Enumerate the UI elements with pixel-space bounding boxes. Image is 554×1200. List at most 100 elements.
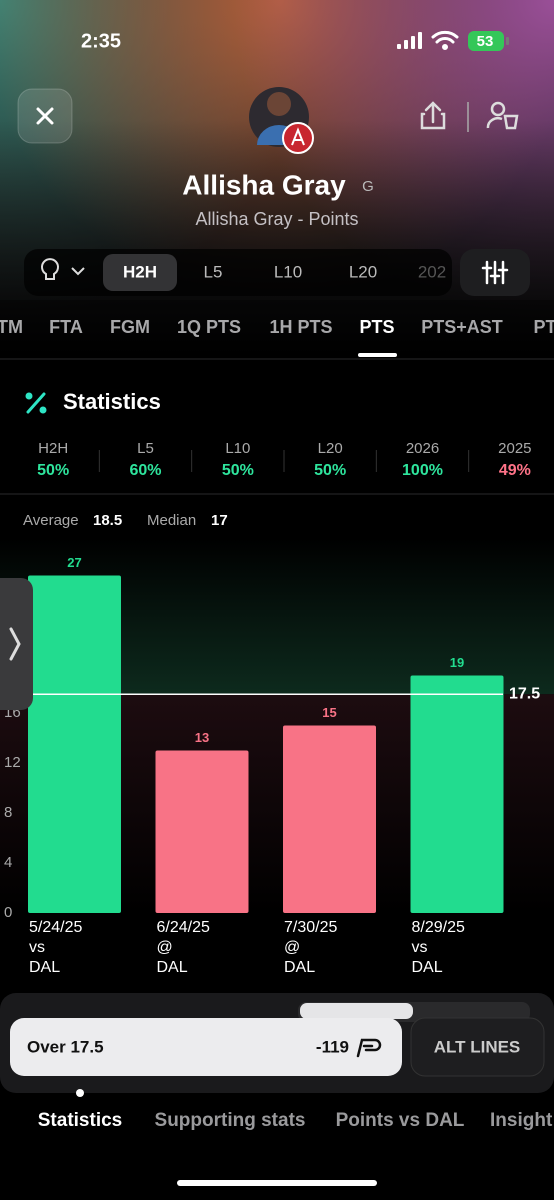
bar bbox=[28, 575, 121, 913]
range-tab[interactable]: L10 bbox=[274, 262, 302, 281]
insight-toggle[interactable] bbox=[41, 258, 85, 280]
x-tick-opponent: DAL bbox=[157, 959, 188, 976]
average-value: 18.5 bbox=[93, 512, 122, 529]
y-tick-label: 12 bbox=[4, 754, 21, 771]
player-name: Allisha Gray bbox=[182, 169, 346, 200]
range-bar bbox=[24, 249, 452, 296]
x-tick-label: 7/30/25 bbox=[284, 919, 337, 936]
stat-tab[interactable]: PTS bbox=[359, 317, 394, 337]
player-button[interactable] bbox=[486, 101, 519, 130]
team-badge bbox=[282, 122, 314, 154]
value-label: 19 bbox=[450, 655, 464, 670]
stat-value: 50% bbox=[222, 462, 254, 479]
tab-indicator bbox=[358, 353, 397, 357]
avatar-face bbox=[267, 92, 291, 116]
bottom-tab[interactable]: Statistics bbox=[38, 1110, 122, 1131]
stat-tabs-bg bbox=[0, 300, 554, 360]
range-tab[interactable]: 202 bbox=[418, 262, 446, 281]
x-tick-opponent: DAL bbox=[412, 959, 443, 976]
book-icon bbox=[356, 1038, 382, 1058]
stat-value: 60% bbox=[129, 462, 161, 479]
market-subtitle: Allisha Gray - Points bbox=[195, 209, 358, 229]
value-label: 27 bbox=[67, 555, 81, 570]
side-handle[interactable] bbox=[0, 578, 33, 710]
header-fade bbox=[0, 120, 554, 360]
handle-chevron bbox=[9, 627, 21, 661]
home-indicator bbox=[177, 1180, 377, 1186]
battery-tip bbox=[506, 37, 509, 45]
signal-icon bbox=[397, 32, 422, 49]
x-tick-opponent: DAL bbox=[284, 959, 315, 976]
x-tick-venue: vs bbox=[412, 939, 428, 956]
bottom-tabs: Statistics Supporting stats Points vs DAL I… bbox=[38, 1110, 553, 1131]
range-tab[interactable]: L5 bbox=[204, 262, 223, 281]
bottom-tab[interactable]: Supporting stats bbox=[155, 1110, 306, 1131]
tab-dot bbox=[76, 1089, 84, 1097]
stat-label: 2026 bbox=[406, 440, 439, 457]
bet-button[interactable] bbox=[10, 1018, 402, 1076]
threshold-label: 17.5 bbox=[509, 685, 540, 702]
stat-tab[interactable]: 1Q PTS bbox=[177, 317, 241, 337]
x-tick-label: 5/24/25 bbox=[29, 919, 82, 936]
alt-lines-button[interactable] bbox=[410, 1017, 545, 1077]
bar bbox=[283, 725, 376, 913]
x-tick-opponent: DAL bbox=[29, 959, 60, 976]
y-tick-label: 8 bbox=[4, 804, 12, 821]
alt-lines-label: ALT LINES bbox=[434, 1037, 521, 1056]
x-tick-label: 8/29/25 bbox=[412, 919, 465, 936]
y-tick-label: 4 bbox=[4, 854, 12, 871]
stat-tab[interactable]: TM bbox=[0, 317, 23, 337]
bottom-tab[interactable]: Insight bbox=[490, 1110, 553, 1131]
stat-tab[interactable]: FGM bbox=[110, 317, 150, 337]
stat-value: 49% bbox=[499, 462, 531, 479]
settings-icon bbox=[481, 260, 509, 285]
x-tick-venue: vs bbox=[29, 939, 45, 956]
range-selected bbox=[103, 254, 177, 291]
median-label: Median bbox=[147, 512, 196, 529]
y-tick-label: 0 bbox=[4, 904, 12, 921]
stat-label: L20 bbox=[318, 440, 343, 457]
average-label: Average bbox=[23, 512, 79, 529]
stat-value: 100% bbox=[402, 462, 443, 479]
bar bbox=[155, 750, 249, 913]
stat-label: L5 bbox=[137, 440, 154, 457]
section-title: Statistics bbox=[63, 389, 161, 414]
x-tick-venue: @ bbox=[284, 939, 300, 956]
stat-columns: H2H 50% L5 60% L10 50% L20 50% 2026 100% 2025 49% bbox=[37, 440, 531, 479]
value-label: 15 bbox=[322, 705, 336, 720]
share-button[interactable] bbox=[420, 101, 446, 130]
chart: 0481216275/24/25vsDAL136/24/25@DAL157/30… bbox=[4, 555, 540, 976]
segment-selected bbox=[300, 1003, 413, 1019]
bet-odds: -119 bbox=[316, 1037, 349, 1056]
team-logo bbox=[291, 127, 305, 146]
battery bbox=[468, 31, 504, 51]
range-tab[interactable]: H2H bbox=[123, 262, 157, 281]
bet-label: Over 17.5 bbox=[27, 1037, 104, 1056]
value-label: 13 bbox=[195, 730, 209, 745]
stat-value: 50% bbox=[314, 462, 346, 479]
bar bbox=[410, 675, 504, 913]
stat-label: 2025 bbox=[498, 440, 531, 457]
stat-label: L10 bbox=[225, 440, 250, 457]
x-tick-label: 6/24/25 bbox=[157, 919, 210, 936]
stat-tab[interactable]: FTA bbox=[49, 317, 83, 337]
x-tick-venue: @ bbox=[157, 939, 173, 956]
stat-tab[interactable]: 1H PTS bbox=[269, 317, 332, 337]
wifi-icon bbox=[431, 30, 459, 50]
battery-level: 53 bbox=[477, 33, 494, 50]
bottom-tab[interactable]: Points vs DAL bbox=[336, 1110, 465, 1131]
median-value: 17 bbox=[211, 512, 228, 529]
time: 2:35 bbox=[81, 30, 121, 52]
stat-label: H2H bbox=[38, 440, 68, 457]
stat-tab[interactable]: PT bbox=[533, 317, 554, 337]
stat-value: 50% bbox=[37, 462, 69, 479]
player-position: G bbox=[362, 178, 374, 195]
range-tabs: H2H L5 L10 L20 202 bbox=[123, 262, 446, 281]
range-tab[interactable]: L20 bbox=[349, 262, 377, 281]
close-icon bbox=[36, 107, 54, 125]
stat-tab[interactable]: PTS+AST bbox=[421, 317, 503, 337]
stat-tabs: TM FTA FGM 1Q PTS 1H PTS PTS PTS+AST PT bbox=[0, 317, 554, 337]
stats-icon bbox=[25, 392, 47, 414]
